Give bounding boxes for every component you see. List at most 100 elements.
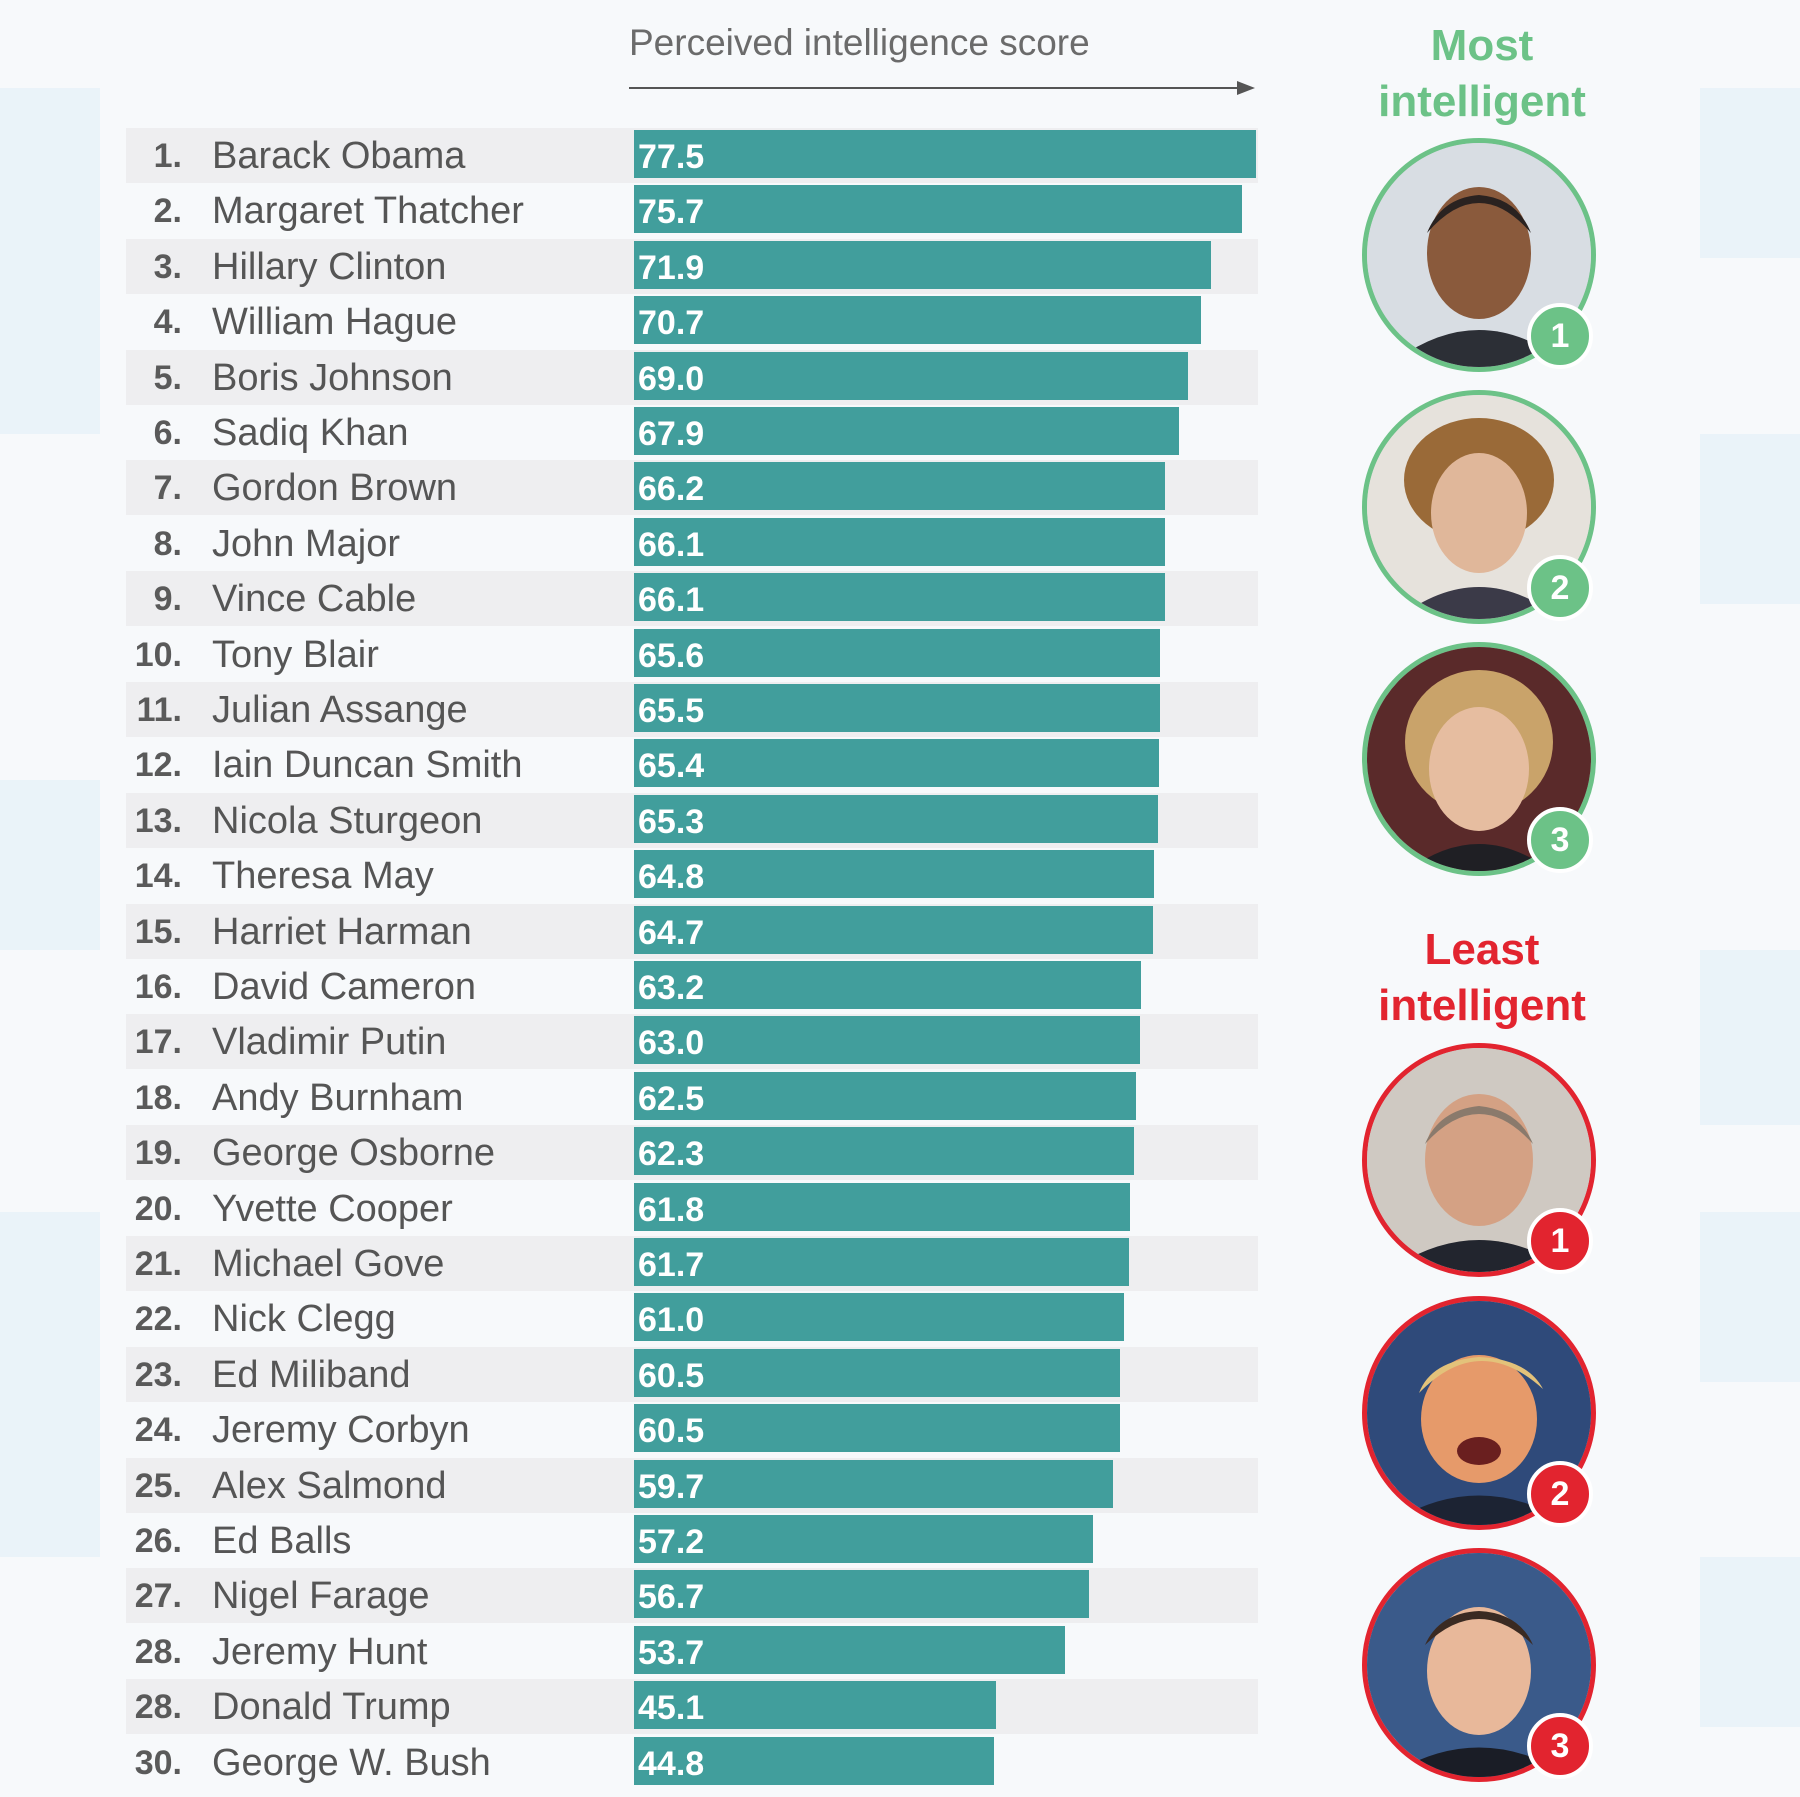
data-label: 75.7 bbox=[638, 193, 705, 232]
category-label: Iain Duncan Smith bbox=[212, 744, 523, 787]
bar bbox=[634, 407, 1179, 455]
bar bbox=[634, 1016, 1140, 1065]
portrait-most-3: 3 bbox=[1362, 642, 1596, 876]
person-photo bbox=[1367, 395, 1591, 619]
bar-row: 28. Donald Trump 45.1 bbox=[126, 1679, 1258, 1735]
category-label: Nicola Sturgeon bbox=[212, 799, 483, 842]
bar-row: 23. Ed Miliband 60.5 bbox=[126, 1346, 1258, 1402]
background-stripe bbox=[0, 88, 100, 434]
rank-label: 4. bbox=[153, 303, 182, 342]
bar-row: 2. Margaret Thatcher 75.7 bbox=[126, 183, 1258, 238]
data-label: 70.7 bbox=[638, 304, 705, 343]
data-label: 61.8 bbox=[638, 1190, 705, 1229]
axis-title: Perceived intelligence score bbox=[629, 22, 1090, 63]
rank-badge: 2 bbox=[1527, 1461, 1593, 1527]
category-label: Gordon Brown bbox=[212, 467, 458, 510]
background-stripe bbox=[0, 780, 100, 950]
background-stripe bbox=[1700, 434, 1800, 604]
rank-label: 21. bbox=[134, 1245, 182, 1283]
background-stripe bbox=[1700, 1212, 1800, 1382]
bar-row: 4. William Hague 70.7 bbox=[126, 294, 1258, 349]
rank-label: 2. bbox=[153, 192, 182, 231]
bar-row: 13. Nicola Sturgeon 65.3 bbox=[126, 792, 1258, 848]
data-label: 56.7 bbox=[638, 1578, 705, 1617]
data-label: 44.8 bbox=[638, 1744, 705, 1783]
bar-row: 22. Nick Clegg 61.0 bbox=[126, 1291, 1258, 1346]
portrait-least-1: 1 bbox=[1362, 1043, 1596, 1277]
category-label: Harriet Harman bbox=[212, 910, 472, 953]
category-label: Julian Assange bbox=[212, 689, 468, 731]
bar-row: 3. Hillary Clinton 71.9 bbox=[126, 238, 1258, 294]
data-label: 60.5 bbox=[638, 1412, 705, 1451]
rank-label: 11. bbox=[136, 691, 182, 729]
rank-badge: 2 bbox=[1527, 555, 1593, 621]
bar bbox=[634, 961, 1142, 1009]
background-stripe bbox=[1700, 88, 1800, 258]
rank-label: 30. bbox=[134, 1743, 182, 1782]
rank-label: 28. bbox=[134, 1632, 182, 1671]
rank-label: 10. bbox=[134, 635, 182, 674]
rank-label: 13. bbox=[134, 801, 182, 840]
rank-label: 17. bbox=[134, 1023, 182, 1062]
bar-row: 24. Jeremy Corbyn 60.5 bbox=[126, 1402, 1258, 1457]
bar-row: 15. Harriet Harman 64.7 bbox=[126, 903, 1258, 959]
portrait-most-1: 1 bbox=[1362, 138, 1596, 372]
bar bbox=[634, 905, 1154, 954]
bar bbox=[634, 462, 1166, 511]
bar bbox=[634, 351, 1188, 400]
rank-badge: 1 bbox=[1527, 303, 1593, 369]
bar-row: 21. Michael Gove 61.7 bbox=[126, 1236, 1258, 1291]
category-label: Barack Obama bbox=[212, 135, 466, 177]
data-label: 63.0 bbox=[638, 1024, 705, 1063]
data-label: 66.1 bbox=[638, 581, 705, 620]
data-label: 69.0 bbox=[638, 359, 705, 398]
bar bbox=[634, 1736, 994, 1785]
rank-label: 16. bbox=[134, 968, 182, 1006]
bar-row: 10. Tony Blair 65.6 bbox=[126, 627, 1258, 682]
rank-label: 25. bbox=[134, 1466, 182, 1505]
category-label: Sadiq Khan bbox=[212, 412, 409, 454]
category-label: Theresa May bbox=[212, 855, 434, 898]
rank-label: 5. bbox=[153, 358, 182, 397]
data-label: 53.7 bbox=[638, 1633, 705, 1672]
portrait-least-2: 2 bbox=[1362, 1296, 1596, 1530]
bar-row: 11. Julian Assange 65.5 bbox=[126, 682, 1258, 737]
bar bbox=[634, 1293, 1124, 1342]
bar-row: 16. David Cameron 63.2 bbox=[126, 959, 1258, 1014]
rank-label: 8. bbox=[153, 524, 182, 563]
bar bbox=[634, 850, 1155, 899]
data-label: 61.7 bbox=[638, 1246, 705, 1284]
bar-row: 18. Andy Burnham 62.5 bbox=[126, 1070, 1258, 1125]
bar bbox=[634, 794, 1159, 843]
category-label: Vince Cable bbox=[212, 578, 417, 621]
bar bbox=[634, 185, 1242, 234]
bar-row: 28. Jeremy Hunt 53.7 bbox=[126, 1624, 1258, 1679]
category-label: Yvette Cooper bbox=[212, 1187, 453, 1230]
bar bbox=[634, 628, 1161, 677]
rank-label: 19. bbox=[134, 1134, 182, 1173]
bar-row: 17. Vladimir Putin 63.0 bbox=[126, 1014, 1258, 1070]
background-stripe bbox=[1700, 1557, 1800, 1727]
category-label: George Osborne bbox=[212, 1132, 496, 1175]
data-label: 60.5 bbox=[638, 1356, 705, 1395]
bar bbox=[634, 1459, 1114, 1508]
category-label: Michael Gove bbox=[212, 1243, 445, 1285]
rank-label: 26. bbox=[134, 1522, 182, 1560]
rank-label: 23. bbox=[134, 1355, 182, 1394]
data-label: 67.9 bbox=[638, 415, 705, 453]
data-label: 77.5 bbox=[638, 138, 705, 176]
bar bbox=[634, 1238, 1130, 1286]
bar bbox=[634, 296, 1202, 345]
bar-row: 14. Theresa May 64.8 bbox=[126, 848, 1258, 903]
rank-label: 12. bbox=[134, 746, 182, 785]
rank-badge: 3 bbox=[1527, 1713, 1593, 1779]
rank-label: 9. bbox=[153, 580, 182, 619]
bar bbox=[634, 130, 1256, 178]
data-label: 61.0 bbox=[638, 1301, 705, 1340]
bar bbox=[634, 1625, 1065, 1674]
category-label: Nick Clegg bbox=[212, 1298, 396, 1341]
category-label: Donald Trump bbox=[212, 1686, 451, 1729]
rank-label: 3. bbox=[153, 247, 182, 286]
rank-label: 20. bbox=[134, 1189, 182, 1228]
bar bbox=[634, 739, 1159, 788]
